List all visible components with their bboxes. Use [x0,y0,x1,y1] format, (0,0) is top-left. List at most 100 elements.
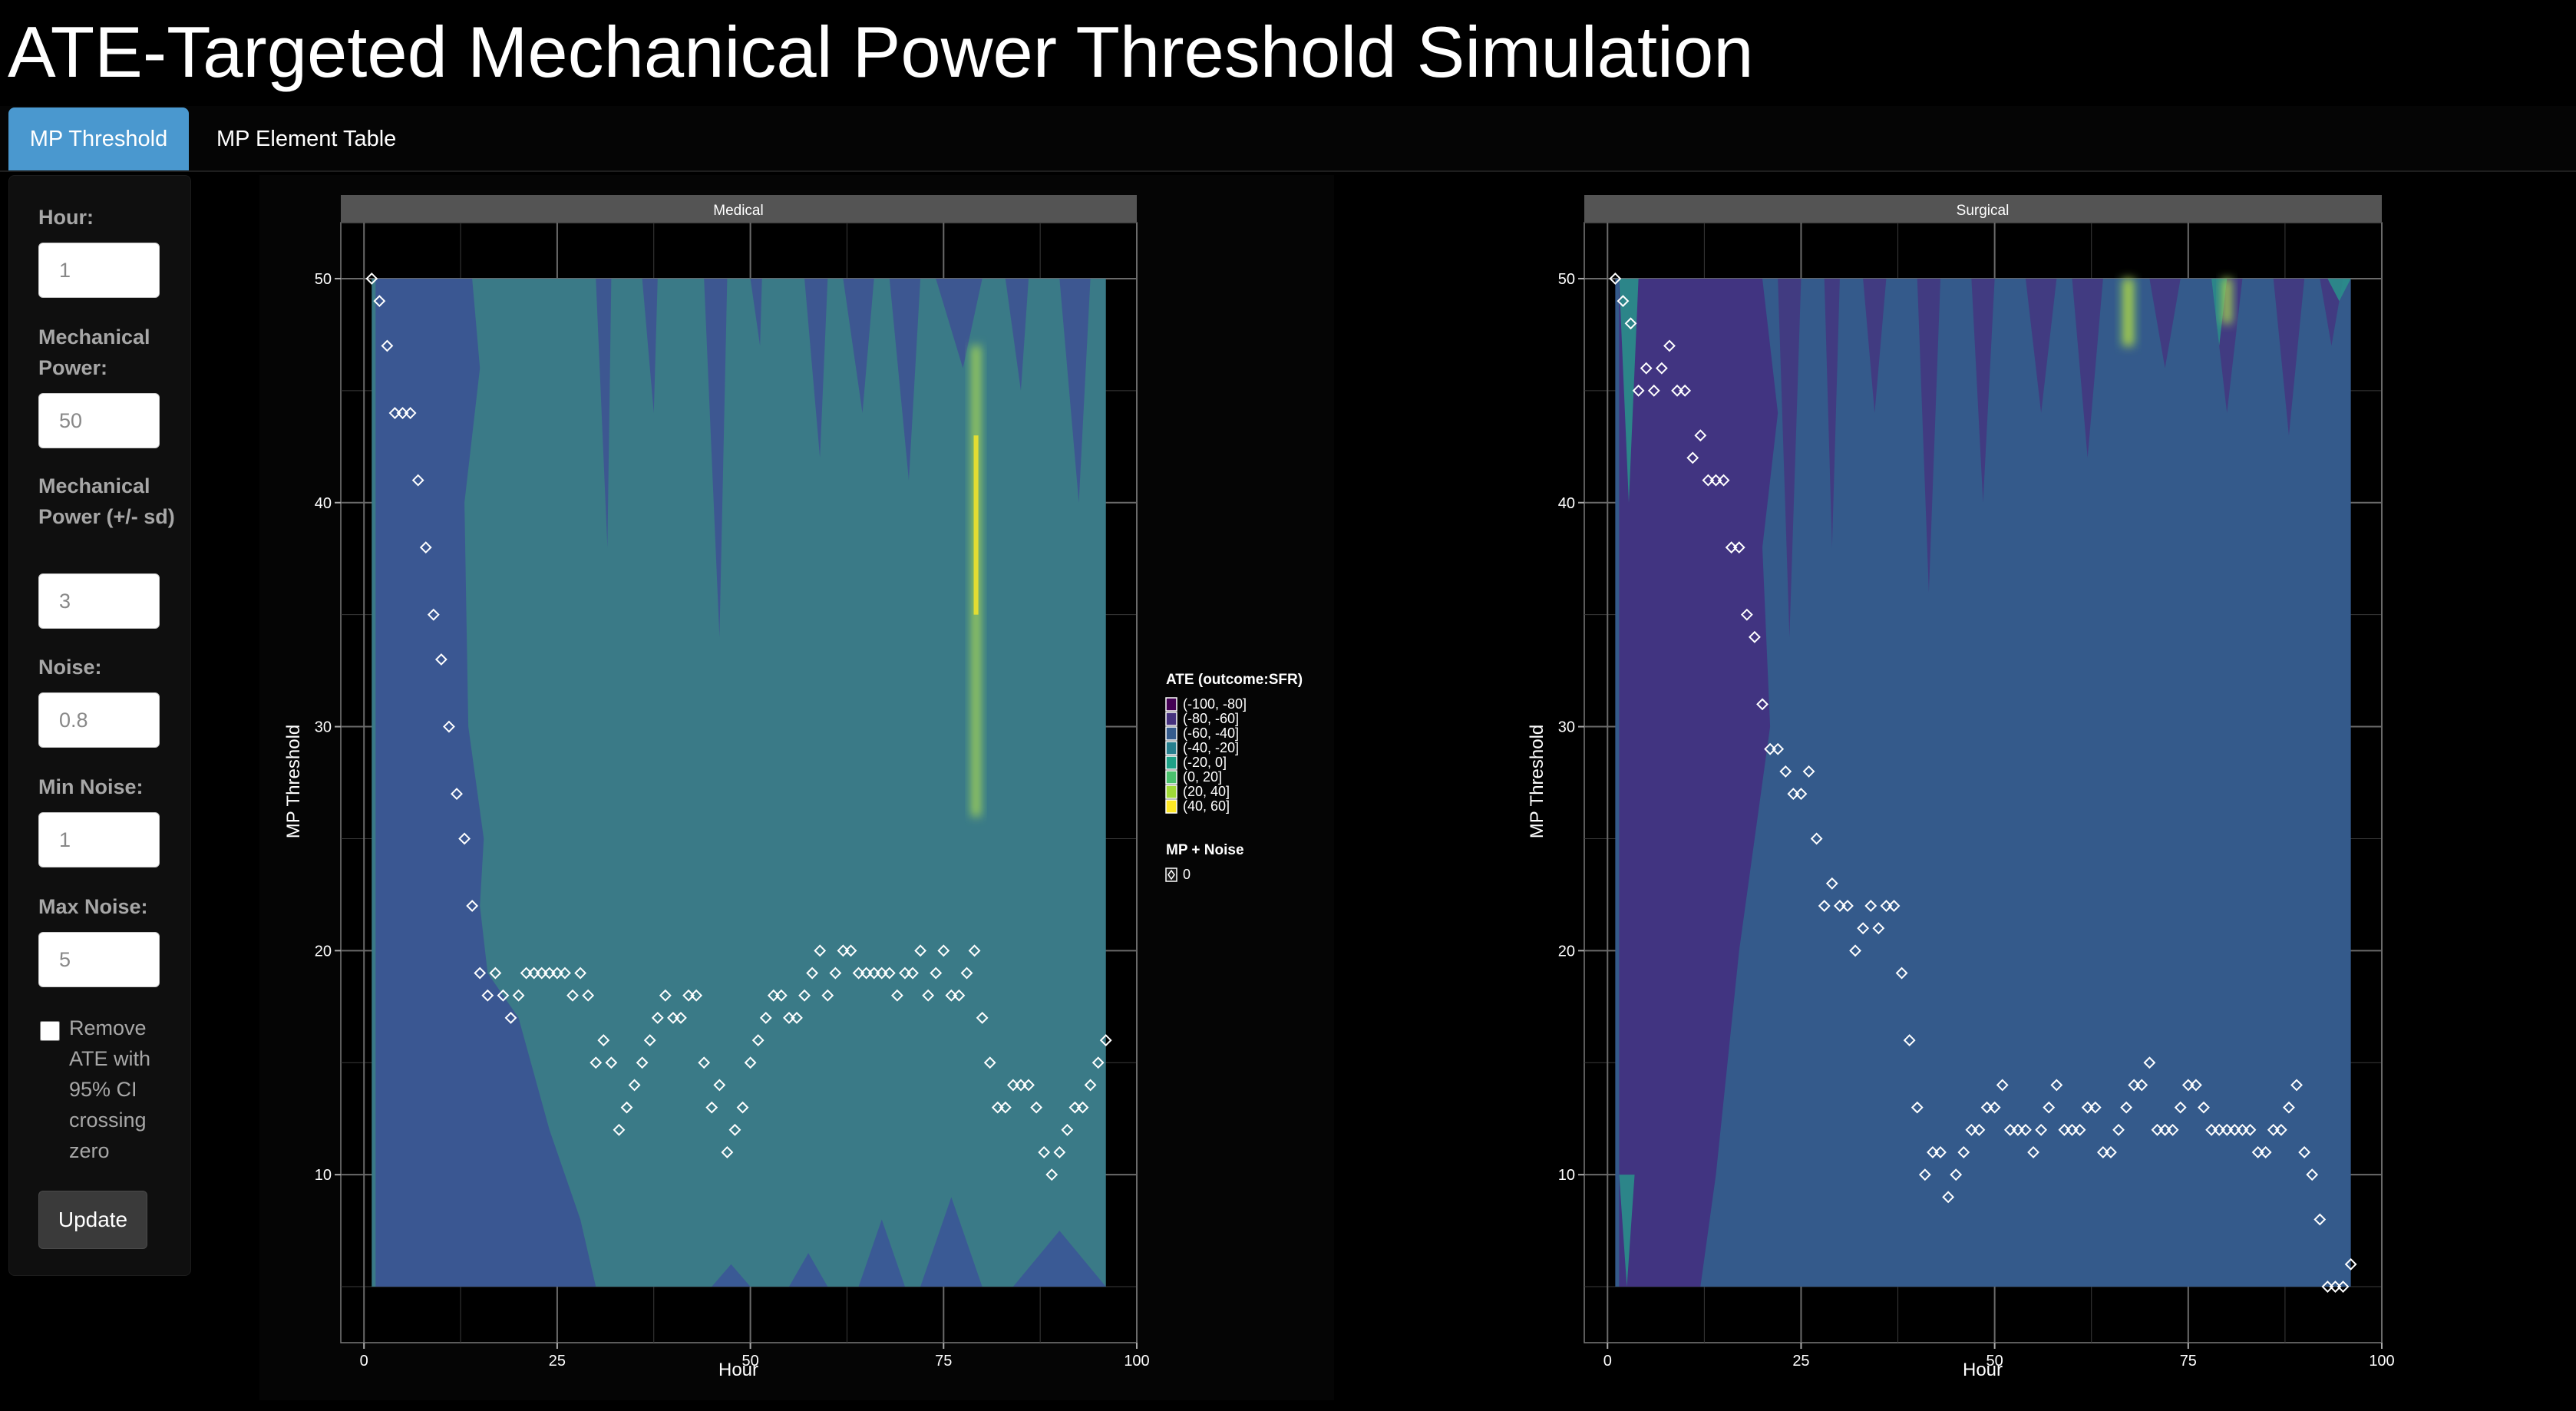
surgical-data-point [1857,922,1870,935]
surgical-data-point [1632,384,1645,397]
surgical-data-point [1903,1034,1916,1046]
medical-data-point [582,989,595,1002]
medical-data-point [373,295,386,308]
mechanical-power-sd-label: Mechanical Power (+/- sd) [38,474,175,528]
medical-data-point [698,1056,711,1069]
medical-data-point [960,967,973,980]
medical-legend-label: (-60, -40] [1183,725,1239,741]
medical-data-point [814,944,827,957]
medical-x-tick-label: 25 [549,1353,566,1370]
medical-data-point [451,788,463,801]
surgical-data-point [2181,1079,2195,1092]
medical-top-streaks [596,278,1091,637]
medical-data-point [713,1079,726,1092]
surgical-data-point [2213,1123,2226,1136]
medical-point-legend-title: MP + Noise [1166,842,1244,858]
update-button[interactable]: Update [38,1191,147,1249]
medical-point-legend-diamond [1167,869,1175,881]
surgical-data-point [1818,900,1831,912]
medical-data-point [434,653,447,666]
max-noise-input[interactable] [38,932,160,987]
surgical-data-point [2205,1123,2218,1136]
medical-points [365,273,1112,1181]
surgical-data-point [2267,1123,2280,1136]
medical-data-point [613,1123,626,1136]
surgical-data-point [1895,967,1908,980]
medical-data-point [922,989,935,1002]
surgical-data-point [2120,1101,2133,1114]
medical-data-point [1045,1168,1058,1181]
medical-data-point [937,944,950,957]
surgical-y-tick-label: 10 [1558,1167,1575,1184]
surgical-data-point [2236,1123,2249,1136]
remove-ate-checkbox[interactable] [40,1021,60,1041]
surgical-data-point [2143,1056,2156,1069]
surgical-positive-spike-2 [2219,278,2235,324]
tab-mp-element-table[interactable]: MP Element Table [216,127,397,151]
medical-y-tick-label: 50 [315,271,332,288]
medical-legend-label: (-100, -80] [1183,696,1247,712]
surgical-data-point [2105,1146,2117,1158]
medical-data-point [1091,1056,1105,1069]
surgical-data-point [1880,900,1893,912]
medical-legend-label: (-80, -60] [1183,711,1239,726]
surgical-data-point [2035,1123,2048,1136]
surgical-top-streaks [1778,278,2343,637]
medical-data-point [411,474,424,487]
surgical-data-point [2189,1079,2202,1092]
surgical-data-point [2003,1123,2016,1136]
surgical-data-point [1702,474,1715,487]
surgical-data-point [1864,900,1878,912]
medical-data-point [1022,1079,1035,1092]
surgical-data-point [1965,1123,1978,1136]
medical-data-point [497,989,510,1002]
medical-data-point [953,989,966,1002]
medical-data-point [620,1101,633,1114]
medical-data-point [791,1011,803,1024]
medical-data-point [427,608,440,621]
surgical-data-point [2027,1146,2039,1158]
medical-bottom-streaks [712,1197,1106,1287]
surgical-data-point [1950,1168,1963,1181]
mechanical-power-input[interactable] [38,393,160,448]
medical-data-point [890,989,903,1002]
mechanical-power-label: Mechanical Power: [38,325,150,379]
noise-input[interactable] [38,692,160,748]
surgical-data-point [2135,1079,2148,1092]
surgical-y-tick-label: 50 [1558,271,1575,288]
medical-data-point [659,989,672,1002]
surgical-data-point [1825,877,1838,890]
surgical-data-point [2050,1079,2063,1092]
medical-data-point [559,967,571,980]
surgical-x-tick-label: 75 [2180,1353,2197,1370]
tab-mp-threshold[interactable]: MP Threshold [8,107,189,170]
min-noise-input[interactable] [38,812,160,867]
medical-data-point [728,1123,741,1136]
surgical-data-point [1980,1101,1993,1114]
surgical-data-point [2313,1213,2327,1226]
surgical-data-point [1663,339,1676,352]
surgical-data-point [2259,1146,2272,1158]
surgical-data-point [2306,1168,2319,1181]
medical-data-point [574,967,587,980]
hour-input[interactable] [38,243,160,298]
surgical-panel: Surgical 0 25 50 75 100 10 20 30 40 50 Hour MP Th… [1334,175,2409,1400]
medical-x-tick-label: 100 [1124,1353,1149,1370]
surgical-data-point [1779,765,1792,778]
surgical-data-point [1833,900,1846,912]
medical-data-point [914,944,927,957]
medical-data-point [968,944,981,957]
surgical-data-point [2251,1146,2264,1158]
medical-data-point [1061,1123,1074,1136]
surgical-data-point [1973,1123,1986,1136]
mechanical-power-sd-input[interactable] [38,573,160,629]
medical-strip-label: Medical [713,203,763,219]
medical-legend-swatch [1165,755,1177,770]
medical-panel: Medical 0 25 50 75 100 10 20 30 40 50 Hour MP Thr… [259,175,1334,1400]
medical-data-point [675,1011,687,1024]
surgical-data-point [1810,832,1823,845]
medical-data-point [798,989,811,1002]
surgical-data-point [1756,698,1769,711]
medical-legend-label: (40, 60] [1183,798,1230,814]
surgical-data-point [1802,765,1815,778]
